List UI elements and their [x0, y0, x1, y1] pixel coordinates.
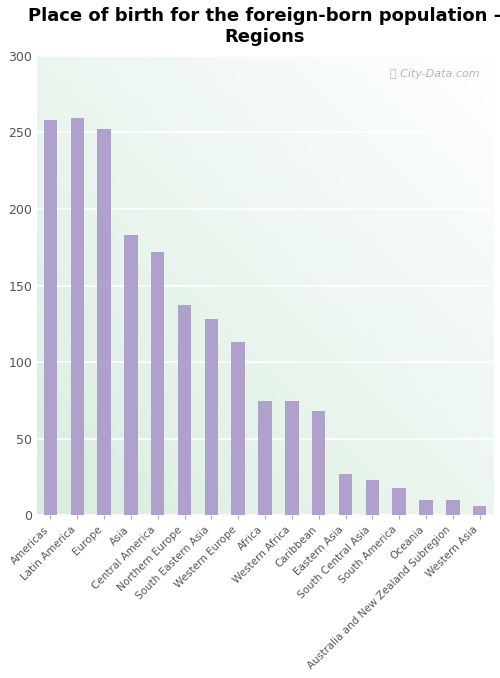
Bar [44, 120, 57, 515]
Bar [285, 401, 298, 515]
Bar [178, 306, 192, 515]
Title: Place of birth for the foreign-born population -
Regions: Place of birth for the foreign-born popu… [28, 7, 500, 45]
Bar [420, 500, 432, 515]
Bar [151, 252, 164, 515]
Bar [366, 480, 379, 515]
Bar [473, 506, 486, 515]
Bar [204, 319, 218, 515]
Bar [258, 401, 272, 515]
Bar [339, 474, 352, 515]
Bar [124, 235, 138, 515]
Bar [232, 342, 245, 515]
Bar [392, 488, 406, 515]
Bar [70, 119, 84, 515]
Text: ⓘ City-Data.com: ⓘ City-Data.com [390, 69, 480, 79]
Bar [312, 412, 326, 515]
Bar [98, 129, 111, 515]
Bar [446, 500, 460, 515]
